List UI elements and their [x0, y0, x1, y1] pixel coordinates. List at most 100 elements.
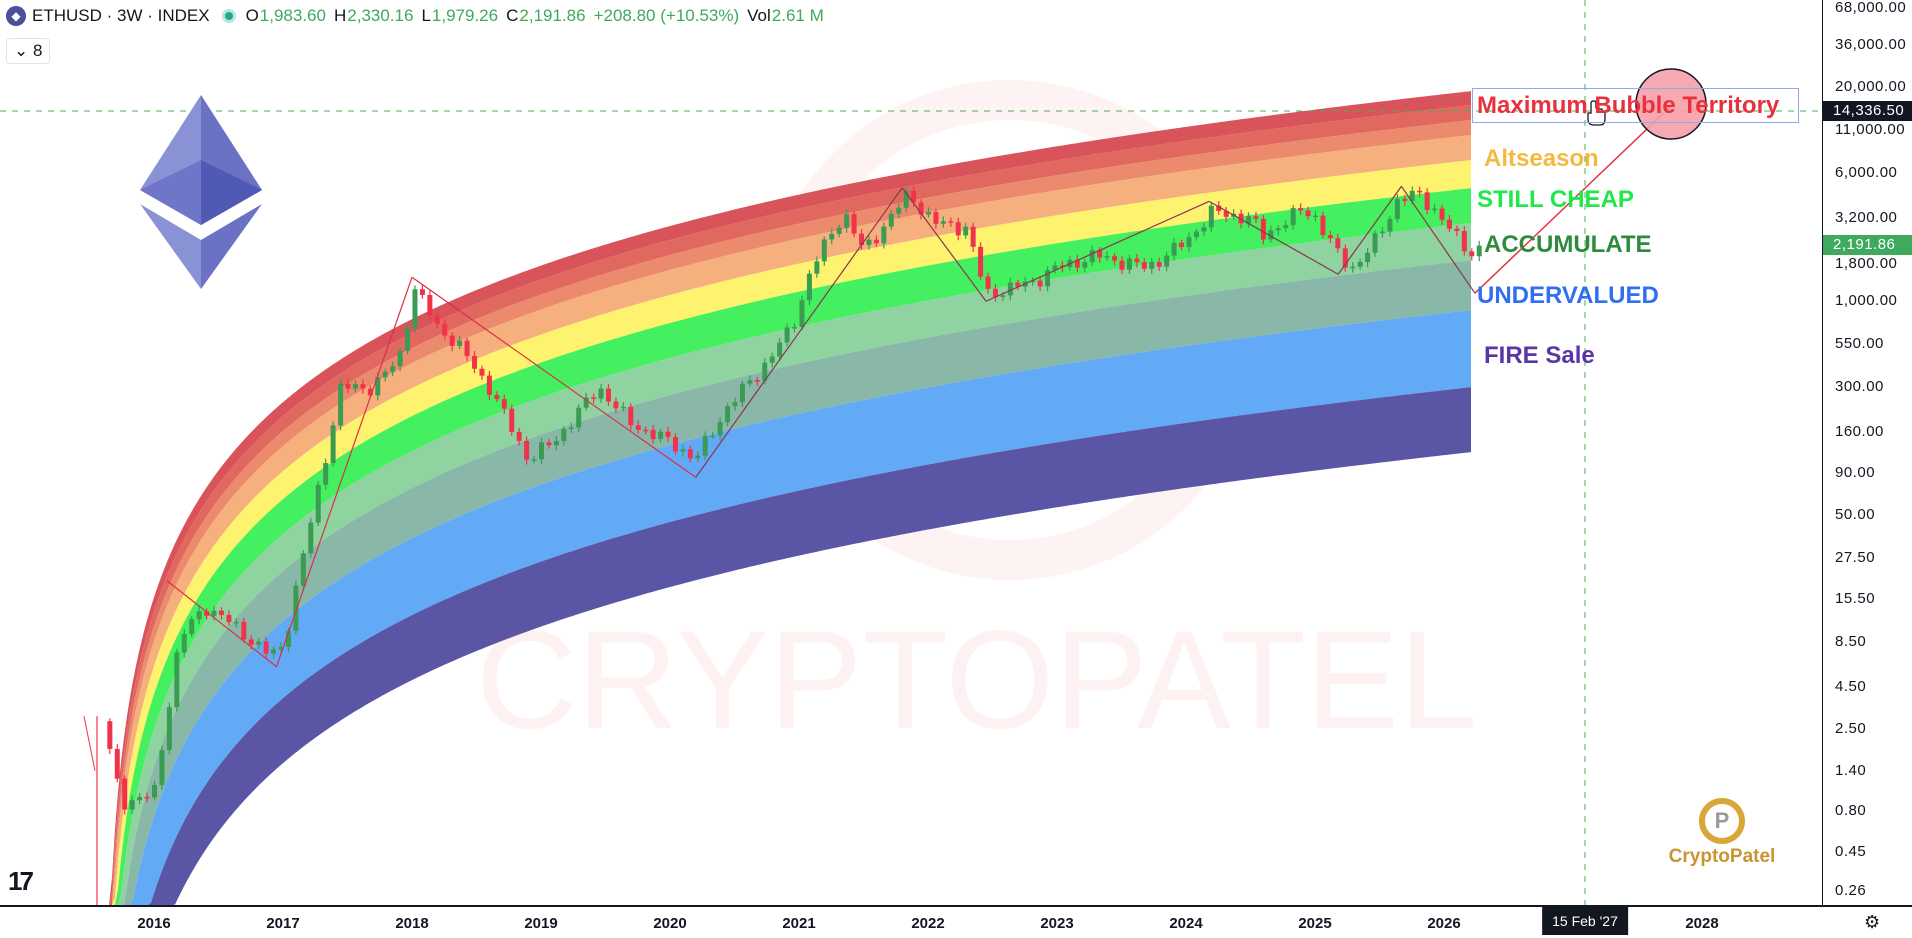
candle-body	[1119, 260, 1125, 270]
candle-body	[1074, 259, 1080, 268]
rainbow-band-8	[106, 310, 1471, 905]
candle-body	[799, 300, 805, 328]
low-value: 1,979.26	[431, 6, 499, 25]
price-tick-label: 6,000.00	[1835, 164, 1898, 182]
candle-body	[948, 221, 954, 223]
candle-body	[598, 388, 604, 399]
time-tick-label: 2022	[911, 915, 945, 932]
candle-body	[1342, 248, 1348, 268]
candle-body	[1432, 208, 1438, 211]
candle-body	[1015, 282, 1021, 287]
candle-body	[665, 431, 671, 437]
zone-label-altseason[interactable]: Altseason	[1484, 145, 1599, 172]
candle-body	[1476, 245, 1482, 257]
candle-body	[144, 796, 150, 799]
last-price-tag: 2,191.86	[1823, 235, 1912, 256]
candle-body	[1149, 262, 1155, 269]
candle-body	[382, 371, 388, 378]
time-tick-label: 2020	[653, 915, 687, 932]
candle-body	[591, 397, 597, 399]
zone-label-still-cheap[interactable]: STILL CHEAP	[1477, 186, 1634, 213]
candle-body	[777, 342, 783, 357]
settings-icon[interactable]: ⚙	[1864, 912, 1881, 932]
tradingview-logo[interactable]: 17	[8, 866, 34, 896]
zone-label-accumulate[interactable]: ACCUMULATE	[1484, 231, 1652, 258]
candle-body	[970, 226, 976, 247]
candle-body	[1216, 205, 1222, 211]
candle-body	[159, 749, 165, 785]
price-tick-label: 1,800.00	[1835, 255, 1898, 273]
candle-body	[300, 553, 306, 586]
time-axis[interactable]: ⚙ 2016 2017 2018 2019 2020 2021 2022 2023 2024 20…	[0, 905, 1912, 938]
candle-body	[888, 213, 894, 227]
zone-label-undervalued[interactable]: UNDERVALUED	[1477, 282, 1659, 309]
symbol-title[interactable]: ETHUSD · 3W · INDEX	[32, 6, 210, 25]
candle-body	[241, 621, 247, 640]
candle-body	[1335, 238, 1341, 249]
candle-body	[1186, 237, 1192, 247]
price-tick-label: 4.50	[1835, 678, 1867, 696]
candle-body	[174, 652, 180, 708]
price-tick-label: 160.00	[1835, 423, 1884, 441]
candle-body	[762, 362, 768, 381]
candle-body	[390, 366, 396, 372]
candle-body	[1201, 227, 1207, 232]
price-tick-label: 0.26	[1835, 882, 1867, 899]
candle-body	[643, 429, 649, 432]
candle-body	[1164, 255, 1170, 267]
candle-body	[256, 641, 262, 645]
zigzag-segment	[1337, 185, 1402, 275]
legend-header: ◆ ETHUSD · 3W · INDEX O 1,983.60 H 2,330.1…	[6, 6, 824, 26]
candle-body	[516, 431, 522, 441]
candle-body	[367, 388, 373, 396]
candle-body	[524, 440, 530, 460]
candle-body	[1000, 295, 1006, 297]
hand-cursor-icon	[1587, 100, 1606, 126]
candle-body	[1298, 208, 1304, 211]
candle-body	[1394, 198, 1400, 219]
candle-body	[925, 212, 931, 215]
candle-body	[211, 610, 217, 616]
candle-body	[985, 276, 991, 289]
zigzag-segment	[901, 187, 987, 302]
zone-label-bubble[interactable]: Maximum Bubble Territory	[1477, 92, 1780, 119]
candle-body	[1156, 262, 1162, 267]
candle-body	[509, 408, 515, 432]
candle-body	[308, 522, 314, 554]
crosshair-date-tag: 15 Feb '27	[1542, 907, 1628, 935]
candle-body	[1089, 250, 1095, 263]
crosshair	[0, 0, 1822, 905]
candle-body	[1082, 262, 1088, 268]
zone-label-fire-sale[interactable]: FIRE Sale	[1484, 342, 1595, 369]
target-circle[interactable]	[1635, 68, 1707, 140]
candle-body	[323, 463, 329, 485]
indicators-toggle-button[interactable]: ⌄ 8	[6, 38, 51, 64]
candle-body	[702, 435, 708, 456]
candle-body	[196, 611, 202, 620]
price-axis[interactable]: 68,000.00 36,000.00 20,000.00 11,000.00 6,00…	[1822, 0, 1912, 905]
candle-body	[725, 406, 731, 423]
candle-body	[360, 384, 366, 389]
low-label: L	[421, 6, 431, 25]
candle-body	[419, 289, 425, 295]
candle-body	[553, 440, 559, 446]
candle-body	[1141, 262, 1147, 269]
market-status-icon[interactable]	[221, 9, 236, 23]
chart-plot-area[interactable]	[0, 0, 1822, 905]
time-tick-label: 2023	[1040, 915, 1074, 932]
candle-body	[1275, 228, 1281, 231]
candle-body	[501, 399, 507, 409]
bubble-label-selection-box[interactable]	[1472, 88, 1799, 123]
target-projection-line	[1474, 103, 1675, 294]
candle-body	[576, 407, 582, 428]
candle-body	[1409, 190, 1415, 202]
time-tick-label: 2016	[137, 915, 171, 932]
candle-body	[1446, 219, 1452, 229]
crosshair-price-tag: 14,336.50	[1823, 101, 1912, 122]
candle-body	[226, 614, 232, 623]
trend-line	[83, 716, 96, 771]
price-tick-label: 3,200.00	[1835, 209, 1898, 227]
candle-body	[397, 350, 403, 367]
candle-body	[650, 429, 656, 440]
candle-body	[873, 239, 879, 244]
